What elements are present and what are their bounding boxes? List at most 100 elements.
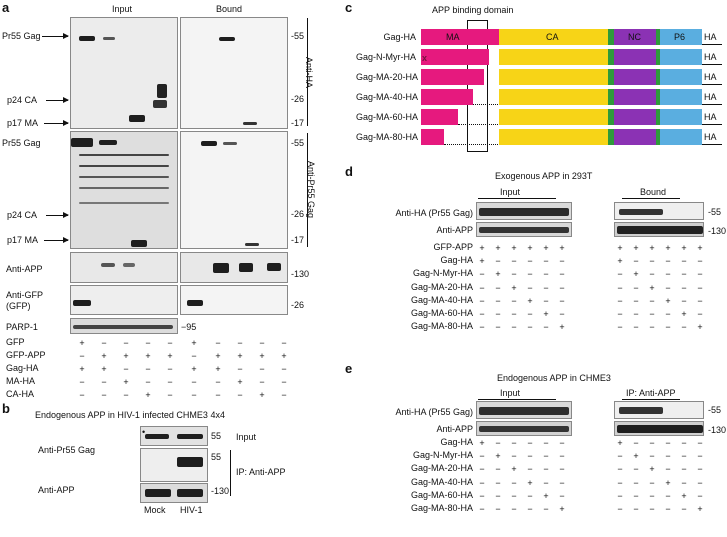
condition-sign: − xyxy=(479,490,485,501)
construct-label: Gag-MA-40-HA xyxy=(356,92,419,102)
condition-sign: − xyxy=(665,309,671,319)
mw-26-gfp: -26 xyxy=(291,300,305,310)
condition-sign: + xyxy=(191,338,197,348)
condition-sign: − xyxy=(649,490,655,501)
arrow-p17-2 xyxy=(44,237,69,243)
arrow-p24-2 xyxy=(46,212,69,218)
condition-sign: − xyxy=(511,438,517,448)
arrow-p24-1 xyxy=(46,97,69,103)
condition-sign: − xyxy=(649,256,655,267)
panel-e-title: Endogenous APP in CHME3 xyxy=(497,373,611,383)
condition-label: Gag-N-Myr-HA xyxy=(413,268,473,279)
condition-sign: − xyxy=(559,490,565,501)
arrow-label-pr55-1: Pr55 Gag xyxy=(2,31,41,41)
construct-label: Gag-HA xyxy=(383,32,416,42)
label-anti-app-b: Anti-APP xyxy=(38,485,75,495)
condition-sign: − xyxy=(281,338,287,348)
condition-sign: + xyxy=(495,243,501,253)
condition-sign: − xyxy=(681,322,687,333)
condition-sign: + xyxy=(495,269,501,280)
condition-sign: − xyxy=(167,377,173,387)
condition-sign: − xyxy=(511,322,517,333)
panel-d-bound: Bound xyxy=(640,187,667,197)
condition-sign: − xyxy=(79,377,85,387)
deletion-dotted-line xyxy=(444,144,498,145)
condition-sign: − xyxy=(479,322,485,333)
panel-e-ip: IP: Anti-APP xyxy=(626,388,676,398)
blot-anti-pr55-input xyxy=(70,131,178,249)
condition-sign: − xyxy=(633,464,639,475)
condition-sign: + xyxy=(215,364,221,374)
d-bound-underline xyxy=(622,198,680,199)
mw-55-b2: 55 xyxy=(211,452,222,462)
condition-sign: + xyxy=(665,477,671,488)
segment-ma xyxy=(421,49,489,65)
blot-e-ha-input xyxy=(476,401,572,419)
condition-sign: − xyxy=(543,322,549,333)
condition-label: Gag-HA xyxy=(440,255,473,266)
e-ip-underline xyxy=(622,399,680,400)
lane-hiv1: HIV-1 xyxy=(180,505,203,515)
construct-label: Gag-MA-60-HA xyxy=(356,112,419,122)
condition-sign: − xyxy=(543,464,549,475)
segment-nc xyxy=(614,89,656,105)
side-label-anti-ha: Anti-HA xyxy=(304,56,315,89)
condition-sign: − xyxy=(681,451,687,462)
panel-a-letter: a xyxy=(2,0,10,15)
condition-sign: − xyxy=(495,256,501,267)
d-label-anti-app: Anti-APP xyxy=(436,225,473,235)
condition-sign: + xyxy=(649,282,655,293)
label-anti-app-a: Anti-APP xyxy=(6,264,43,274)
mw-17-a1: -17 xyxy=(291,118,305,128)
condition-sign: − xyxy=(511,504,517,514)
condition-sign: − xyxy=(543,256,549,267)
condition-sign: + xyxy=(237,377,243,387)
segment-ma xyxy=(421,69,484,85)
condition-sign: − xyxy=(527,322,533,333)
condition-sign: − xyxy=(479,504,485,514)
mw-55-b1: 55 xyxy=(211,431,222,441)
condition-sign: − xyxy=(559,451,565,462)
segment-p6 xyxy=(660,49,702,65)
b-star-1: • xyxy=(142,427,146,437)
condition-sign: + xyxy=(617,438,623,448)
condition-sign: − xyxy=(649,322,655,333)
ha-underline xyxy=(702,64,722,65)
condition-sign: − xyxy=(665,504,671,514)
segment-nc xyxy=(614,49,656,65)
condition-sign: − xyxy=(123,390,129,400)
panel-e-input: Input xyxy=(500,388,521,398)
condition-sign: − xyxy=(479,309,485,319)
construct-label: Gag-MA-20-HA xyxy=(356,72,419,82)
condition-sign: − xyxy=(145,377,151,387)
condition-sign: + xyxy=(191,364,197,374)
arrow-label-p17-1: p17 MA xyxy=(7,118,39,128)
condition-sign: − xyxy=(665,256,671,267)
condition-sign: − xyxy=(281,377,287,387)
segment-ha-label: HA xyxy=(704,92,717,102)
condition-sign: − xyxy=(511,309,517,319)
segment-ma-label: MA xyxy=(446,32,460,42)
segment-green-2 xyxy=(656,49,660,65)
condition-sign: − xyxy=(511,490,517,501)
condition-sign: + xyxy=(511,243,517,253)
condition-sign: − xyxy=(495,438,501,448)
condition-sign: − xyxy=(665,438,671,448)
condition-sign: − xyxy=(527,504,533,514)
condition-sign: − xyxy=(697,451,703,462)
condition-sign: − xyxy=(527,438,533,448)
condition-sign: + xyxy=(259,351,265,361)
segment-ca xyxy=(499,89,608,105)
segment-ha-label: HA xyxy=(704,32,717,42)
app-binding-domain-label: APP binding domain xyxy=(432,5,514,15)
blot-b-input xyxy=(140,426,208,446)
condition-sign: − xyxy=(79,390,85,400)
condition-sign: − xyxy=(633,282,639,293)
condition-sign: + xyxy=(145,390,151,400)
mw-17-a2: -17 xyxy=(291,235,305,245)
panel-d-title: Exogenous APP in 293T xyxy=(495,171,593,181)
condition-sign: + xyxy=(681,243,687,253)
condition-sign: − xyxy=(617,477,623,488)
panel-b-letter: b xyxy=(2,401,10,416)
segment-ca xyxy=(499,129,608,145)
